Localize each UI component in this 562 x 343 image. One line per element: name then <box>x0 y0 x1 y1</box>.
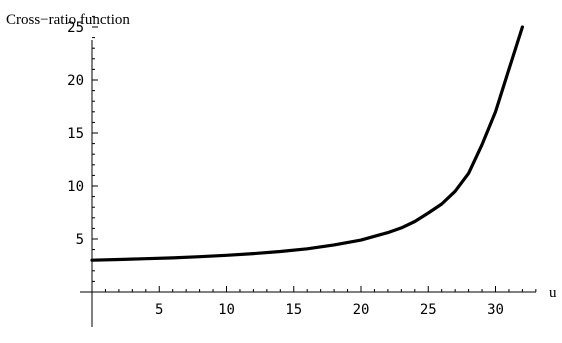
y-tick-label: 10 <box>67 179 84 195</box>
series-group <box>90 25 525 262</box>
x-tick-label: 15 <box>285 302 302 318</box>
y-tick-label: 15 <box>67 126 84 142</box>
x-tick-label: 30 <box>487 302 504 318</box>
x-tick-label: 5 <box>155 302 163 318</box>
series-line <box>90 25 525 262</box>
y-tick-label: 25 <box>67 20 84 36</box>
x-axis-label: u <box>549 285 557 301</box>
x-tick-label: 10 <box>218 302 235 318</box>
y-axis-label: Cross−ratio function <box>6 12 130 28</box>
y-ticks: 5 10 15 20 25 <box>67 15 98 282</box>
y-tick-label: 5 <box>76 232 84 248</box>
x-ticks: 5 10 15 20 25 30 <box>104 286 537 318</box>
x-tick-label: 20 <box>353 302 370 318</box>
y-tick-label: 20 <box>67 73 84 89</box>
x-tick-label: 25 <box>420 302 437 318</box>
